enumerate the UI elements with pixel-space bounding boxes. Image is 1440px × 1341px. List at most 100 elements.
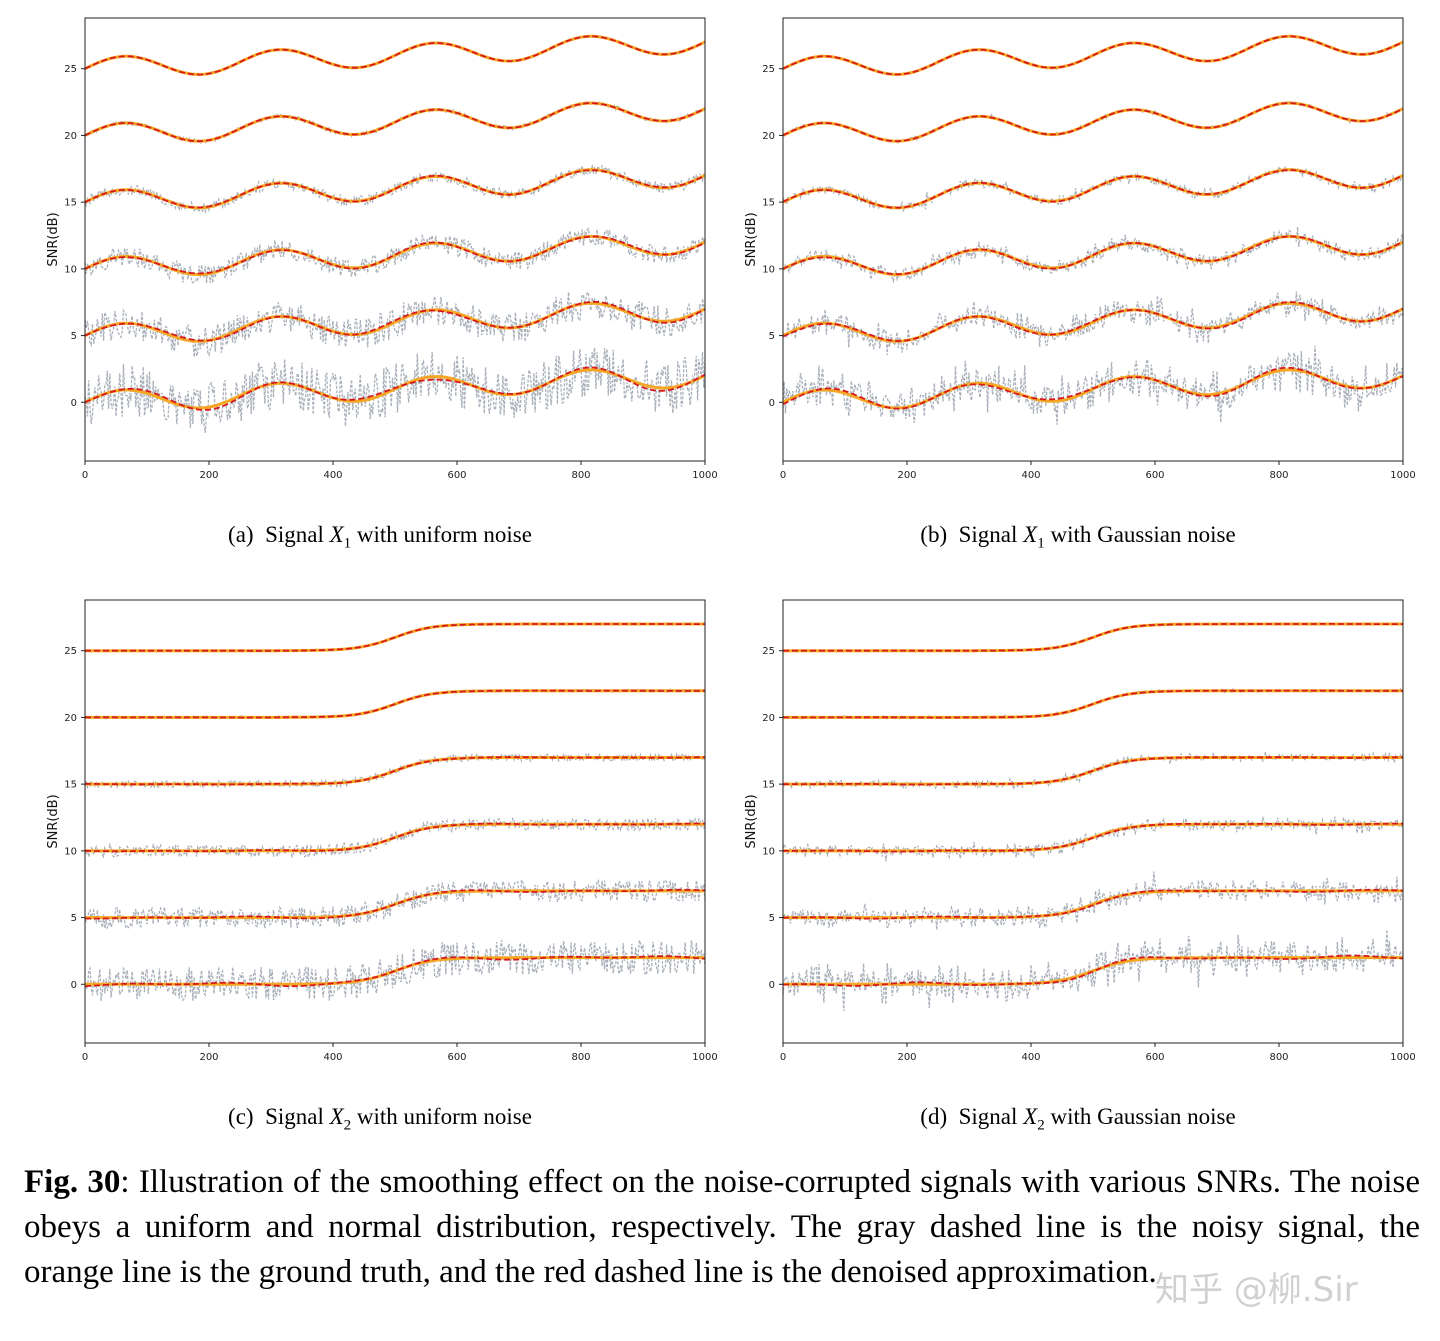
series-snr-15 <box>782 751 1404 791</box>
y-tick-label: 10 <box>64 846 77 857</box>
x-tick-label: 400 <box>323 1052 342 1063</box>
y-axis: 0 5 10 15 20 25 <box>64 646 85 991</box>
y-tick-label: 10 <box>762 846 775 857</box>
y-axis-label: SNR(dB) <box>46 212 61 266</box>
denoised-line <box>782 301 1404 342</box>
x-tick-label: 1000 <box>1390 470 1415 481</box>
x-tick-label: 0 <box>82 1052 88 1063</box>
subcaption-pre: Signal <box>958 522 1018 547</box>
x-axis: 0 200 400 600 800 1000 <box>780 1043 1416 1063</box>
denoised-line <box>783 756 1403 786</box>
series-snr-5 <box>84 291 706 357</box>
subcaption-sub: 1 <box>1037 535 1045 552</box>
denoised-line <box>84 300 706 342</box>
series-snr-20 <box>84 688 706 720</box>
y-tick-label: 5 <box>71 331 77 342</box>
ground-truth-line <box>84 301 706 343</box>
noisy-signal-line <box>84 227 706 284</box>
y-tick-label: 15 <box>762 780 775 791</box>
denoised-line <box>783 888 1404 920</box>
x-axis: 0 200 400 600 800 1000 <box>82 1043 718 1063</box>
denoised-line <box>782 169 1404 209</box>
y-tick-label: 20 <box>64 131 77 142</box>
noisy-signal-line <box>782 871 1404 930</box>
denoised-line <box>782 102 1404 143</box>
subcaption-post: with uniform noise <box>356 1104 532 1129</box>
x-tick-label: 600 <box>447 470 466 481</box>
denoised-line <box>782 954 1404 987</box>
subcaption-var: X <box>1023 1104 1038 1129</box>
y-tick-label: 20 <box>64 713 77 724</box>
series-snr-5 <box>782 291 1404 356</box>
subcaption-post: with uniform noise <box>356 522 532 547</box>
denoised-line <box>782 366 1404 410</box>
denoised-line <box>85 822 705 853</box>
chart-panel-b: 0 200 400 600 800 1000 0 5 10 15 20 25 SNR(dB) <box>744 17 1416 481</box>
x-tick-label: 200 <box>897 1052 916 1063</box>
y-tick-label: 20 <box>762 131 775 142</box>
noisy-signal-line <box>84 940 706 1002</box>
x-tick-label: 200 <box>199 1052 218 1063</box>
series-snr-5 <box>782 871 1404 930</box>
y-tick-label: 0 <box>71 398 77 409</box>
x-tick-label: 800 <box>1269 1052 1288 1063</box>
y-axis-label: SNR(dB) <box>744 794 759 848</box>
ground-truth-line <box>783 889 1403 920</box>
y-tick-label: 10 <box>64 264 77 275</box>
watermark: 知乎 @柳.Sir <box>1155 1270 1358 1310</box>
series-snr-10 <box>84 816 706 859</box>
series-snr-10 <box>782 226 1404 284</box>
denoised-line <box>782 235 1404 276</box>
noisy-signal-line <box>84 879 706 930</box>
y-axis: 0 5 10 15 20 25 <box>64 64 85 409</box>
x-tick-label: 0 <box>780 1052 786 1063</box>
x-tick-label: 1000 <box>1390 1052 1415 1063</box>
denoised-line <box>84 102 706 143</box>
denoised-line <box>84 169 706 209</box>
y-tick-label: 0 <box>769 398 775 409</box>
axes-frame <box>84 599 706 1044</box>
y-tick-label: 25 <box>64 646 77 657</box>
subcaption-a: (a) Signal X1 with uniform noise <box>40 522 720 553</box>
subcaption-label: (d) <box>920 1104 948 1129</box>
plot-area <box>84 622 706 1002</box>
denoised-line <box>84 35 706 76</box>
y-tick-label: 10 <box>762 264 775 275</box>
subcaption-sub: 1 <box>343 535 352 552</box>
chart-panel-d: 0 200 400 600 800 1000 0 5 10 15 20 25 SNR(dB) <box>744 599 1416 1063</box>
y-tick-label: 25 <box>762 646 775 657</box>
y-tick-label: 5 <box>769 331 775 342</box>
denoised-line <box>85 756 705 786</box>
subcaption-sub: 2 <box>343 1117 352 1134</box>
series-snr-15 <box>84 164 706 213</box>
subcaption-pre: Signal <box>265 1104 324 1129</box>
x-tick-label: 800 <box>571 1052 590 1063</box>
series-snr-15 <box>782 164 1404 213</box>
subcaption-label: (a) <box>228 522 254 547</box>
x-tick-label: 1000 <box>692 470 717 481</box>
x-tick-label: 200 <box>199 470 218 481</box>
denoised-line <box>85 888 706 920</box>
noisy-signal-line <box>84 347 706 433</box>
series-snr-20 <box>782 100 1404 145</box>
y-axis: 0 5 10 15 20 25 <box>762 646 783 991</box>
plot-area <box>782 34 1404 425</box>
denoised-line <box>84 955 706 988</box>
x-tick-label: 600 <box>1145 1052 1164 1063</box>
figure-caption-text: : Illustration of the smoothing effect o… <box>24 1164 1421 1290</box>
denoised-line <box>783 622 1403 652</box>
figure-caption: Fig. 30: Illustration of the smoothing e… <box>24 1160 1420 1295</box>
chart-panel-a: 0 200 400 600 800 1000 0 5 10 15 20 25 SNR(dB) <box>46 17 718 481</box>
denoised-line <box>783 689 1403 719</box>
series-snr-5 <box>84 879 706 930</box>
x-tick-label: 400 <box>323 470 342 481</box>
axes-frame <box>782 599 1404 1044</box>
y-axis-label: SNR(dB) <box>46 794 61 848</box>
series-snr-10 <box>84 227 706 284</box>
y-tick-label: 0 <box>71 980 77 991</box>
chart-panel-c: 0 200 400 600 800 1000 0 5 10 15 20 25 SNR(dB) <box>46 599 718 1063</box>
x-tick-label: 800 <box>571 470 590 481</box>
series-snr-20 <box>84 100 706 144</box>
ground-truth-line <box>84 234 706 277</box>
figure-label: Fig. 30 <box>24 1164 121 1200</box>
